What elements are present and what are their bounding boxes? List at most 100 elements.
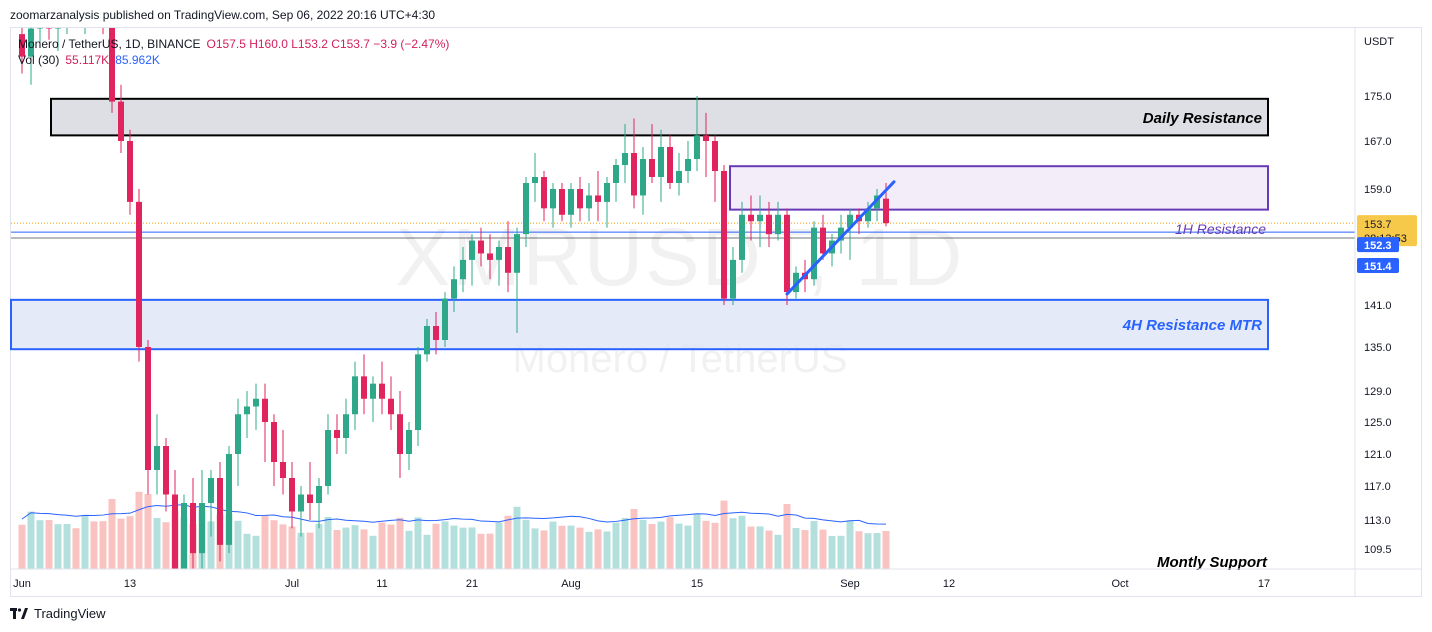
candle-up <box>847 214 853 228</box>
y-axis-currency: USDT <box>1364 36 1394 48</box>
volume-bar <box>882 531 890 569</box>
candle-down <box>766 214 772 235</box>
candle-up <box>694 135 700 159</box>
volume-bar <box>810 521 818 569</box>
candle-down <box>145 347 151 470</box>
volume-bar <box>360 529 368 569</box>
volume-bar <box>783 504 791 569</box>
volume-bar <box>369 535 377 569</box>
volume-bar <box>819 529 827 569</box>
volume-bar <box>414 517 422 569</box>
candle-down <box>577 189 583 209</box>
candle-down <box>478 240 484 254</box>
candle-down <box>703 135 709 141</box>
candle-up <box>874 195 880 209</box>
candle-down <box>334 430 340 438</box>
candle-up <box>298 494 304 512</box>
volume-bar <box>279 524 287 569</box>
candle-up <box>244 406 250 415</box>
volume-bar <box>315 523 323 569</box>
last-price-value: 153.7 <box>1364 219 1392 231</box>
candle-down <box>388 398 394 415</box>
volume-bar <box>675 523 683 569</box>
candle-up <box>451 279 457 299</box>
volume-bar <box>666 517 674 569</box>
tradingview-brand[interactable]: TradingView <box>10 606 106 621</box>
legend-ohlc: O157.5 H160.0 L153.2 C153.7 −3.9 (−2.47%… <box>206 37 450 51</box>
volume-bar <box>351 525 359 569</box>
candle-up <box>532 177 538 183</box>
volume-bar <box>792 528 800 569</box>
volume-bar <box>846 520 854 569</box>
volume-bar <box>405 530 413 569</box>
volume-bar <box>387 524 395 569</box>
legend-vol-value-2: 85.962K <box>115 53 160 67</box>
y-tick-label: 129.0 <box>1364 386 1392 398</box>
candle-down <box>379 383 385 399</box>
volume-bar <box>594 529 602 569</box>
legend-symbol: Monero / TetherUS, 1D, BINANCE <box>18 37 201 51</box>
candle-up <box>352 376 358 415</box>
candle-down <box>595 195 601 202</box>
x-tick-label: Jul <box>285 578 299 590</box>
volume-bar <box>162 522 170 569</box>
candle-down <box>667 147 673 183</box>
volume-bar <box>801 530 809 569</box>
candle-down <box>712 141 718 171</box>
volume-bar <box>117 518 125 569</box>
candle-up <box>199 503 205 554</box>
volume-bar <box>396 517 404 569</box>
candle-down <box>631 153 637 196</box>
candle-down <box>262 398 268 422</box>
candle-up <box>622 153 628 165</box>
volume-bar <box>423 534 431 569</box>
price-tag-label-0: 152.3 <box>1364 240 1392 252</box>
volume-bar <box>657 521 665 569</box>
volume-bar <box>702 520 710 569</box>
volume-bar <box>243 533 251 569</box>
volume-bar <box>45 520 53 569</box>
volume-bar <box>495 522 503 569</box>
volume-bar <box>108 499 116 569</box>
candle-up <box>685 159 691 171</box>
candle-up <box>496 247 502 260</box>
legend-vol-label: Vol (30) <box>18 53 60 67</box>
candle-up <box>460 259 466 280</box>
candle-up <box>316 486 322 503</box>
candle-up <box>550 189 556 209</box>
ascending-trendline <box>785 180 896 296</box>
volume-bar <box>459 527 467 569</box>
volume-bar <box>630 509 638 569</box>
candle-up <box>604 183 610 202</box>
candle-down <box>127 141 133 202</box>
volume-bar <box>36 520 44 569</box>
candle-up <box>568 189 574 215</box>
candle-up <box>739 214 745 260</box>
candle-up <box>424 326 430 355</box>
volume-bar <box>720 500 728 569</box>
candle-down <box>73 0 79 12</box>
candle-up <box>523 183 529 235</box>
candle-down <box>361 376 367 399</box>
candle-up <box>253 398 259 407</box>
candle-up <box>154 446 160 470</box>
candle-down <box>217 478 223 545</box>
candle-down <box>46 28 52 29</box>
volume-bar <box>621 518 629 569</box>
candle-down <box>289 478 295 512</box>
volume-bar <box>540 530 548 569</box>
y-tick-label: 113.0 <box>1364 515 1391 527</box>
volume-bar <box>486 533 494 569</box>
plot-area <box>18 491 890 569</box>
volume-bar <box>576 527 584 569</box>
candle-up <box>442 298 448 340</box>
volume-bar <box>144 494 152 569</box>
volume-bar <box>738 515 746 569</box>
volume-bar <box>729 518 737 569</box>
candle-down <box>163 446 169 495</box>
zone-2 <box>10 298 1269 351</box>
candle-down <box>433 326 439 340</box>
candle-up <box>838 227 844 241</box>
x-tick-label: 12 <box>943 578 955 590</box>
